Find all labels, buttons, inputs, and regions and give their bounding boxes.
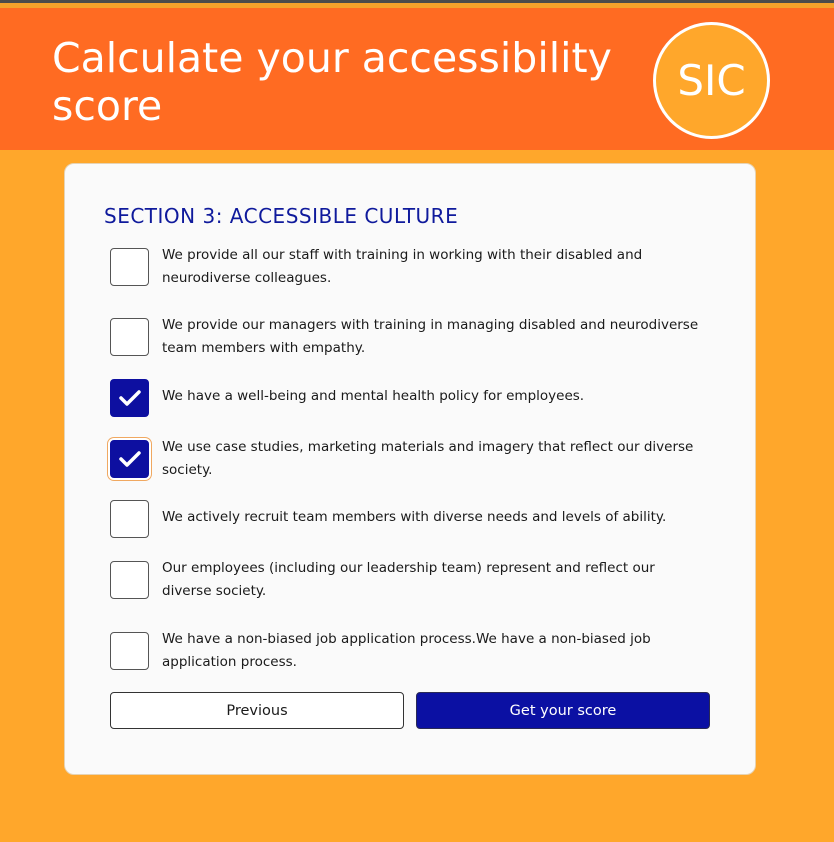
- previous-button[interactable]: Previous: [110, 692, 404, 729]
- item-checkbox[interactable]: [110, 379, 149, 417]
- item-label: Our employees (including our leadership …: [162, 560, 655, 599]
- item-label: We have a non-biased job application pro…: [162, 631, 651, 670]
- page-header: Calculate your accessibility score SIC: [0, 8, 834, 150]
- top-border: [0, 0, 834, 8]
- sic-logo: SIC: [653, 22, 770, 139]
- item-checkbox[interactable]: [110, 440, 149, 478]
- logo-text: SIC: [677, 56, 746, 105]
- item-checkbox[interactable]: [110, 561, 149, 599]
- item-label: We provide all our staff with training i…: [162, 247, 643, 286]
- item-label: We provide our managers with training in…: [162, 317, 699, 356]
- questionnaire-card: SECTION 3: ACCESSIBLE CULTURE We provide…: [64, 163, 756, 775]
- item-label: We actively recruit team members with di…: [162, 509, 667, 525]
- check-icon: [118, 390, 141, 406]
- get-score-button[interactable]: Get your score: [416, 692, 710, 729]
- item-checkbox[interactable]: [110, 500, 149, 538]
- item-checkbox[interactable]: [110, 248, 149, 286]
- item-label: We have a well-being and mental health p…: [162, 388, 585, 404]
- item-label: We use case studies, marketing materials…: [162, 439, 694, 478]
- page-title: Calculate your accessibility score: [52, 34, 612, 130]
- item-checkbox[interactable]: [110, 318, 149, 356]
- check-icon: [118, 451, 141, 467]
- item-checkbox[interactable]: [110, 632, 149, 670]
- section-title: SECTION 3: ACCESSIBLE CULTURE: [104, 204, 459, 228]
